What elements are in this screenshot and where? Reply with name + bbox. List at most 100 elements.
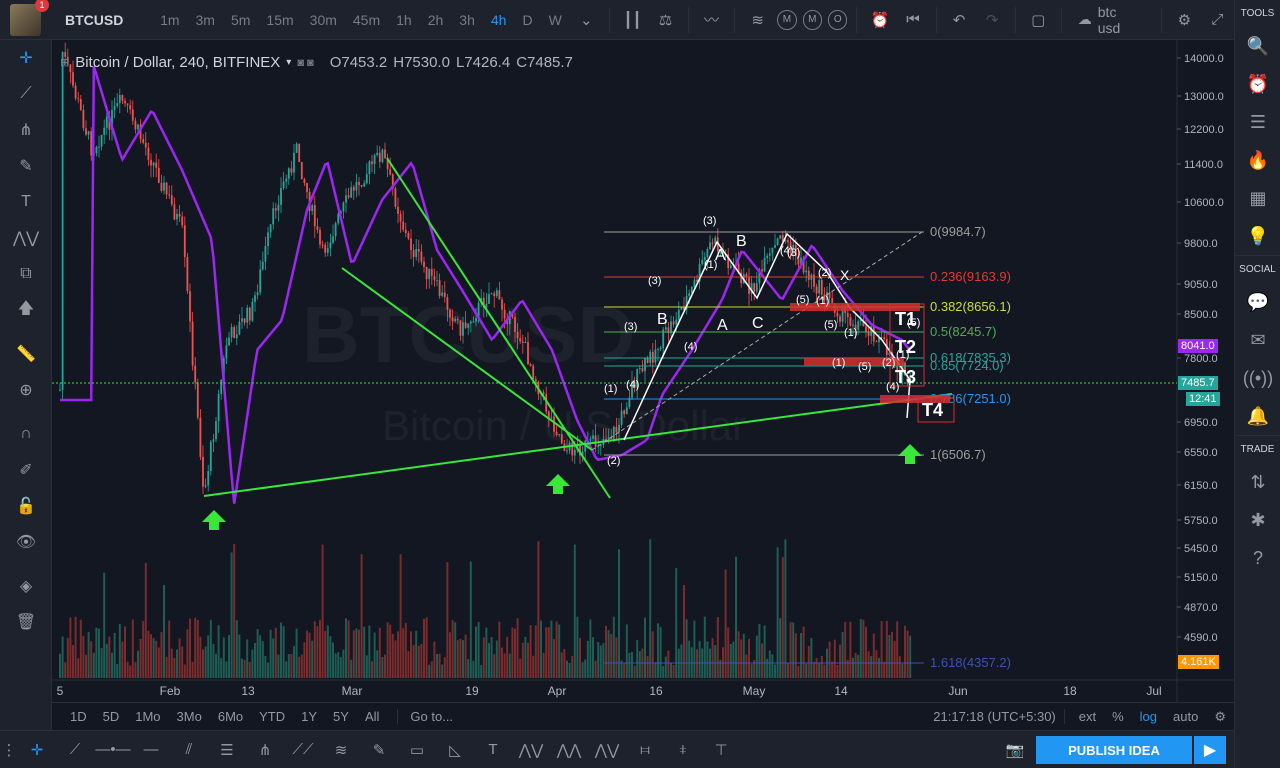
price-chart[interactable]: BTCUSD Bitcoin / U.S. Dollar 0(9984.7)0.… <box>52 40 1234 702</box>
candles-icon[interactable]: ┃┃ <box>623 11 642 29</box>
indicator-line-icon[interactable]: 〰 <box>704 12 720 29</box>
trendline-icon[interactable]: ⟋ <box>20 85 32 102</box>
ray-icon[interactable]: — <box>143 741 159 758</box>
patterns-icon[interactable]: ⋀⋁ <box>12 230 40 247</box>
horizontal-line-icon[interactable]: —•— <box>95 741 131 758</box>
trade-icon[interactable]: ⇅ <box>1250 471 1266 492</box>
range-3mo[interactable]: 3Mo <box>176 709 202 724</box>
camera-icon[interactable]: 📷 <box>1005 741 1025 759</box>
brush-icon[interactable]: ✎ <box>19 158 33 175</box>
avatar[interactable]: 1 <box>10 0 49 36</box>
ruler-icon[interactable]: 📏 <box>16 346 36 363</box>
fib-channel-icon[interactable]: ≋ <box>334 741 348 759</box>
trendline-icon[interactable]: ⟋ <box>69 741 81 758</box>
crosshair-icon[interactable]: ✛ <box>30 741 44 759</box>
price-range-icon[interactable]: ⧧ <box>679 741 687 758</box>
play-icon[interactable]: ▶ <box>1194 736 1226 764</box>
chevron-down-icon[interactable]: ▾ <box>286 57 292 68</box>
data-window-icon[interactable]: ☰ <box>1249 111 1267 132</box>
price-axis[interactable]: 14000.0 13000.0 12200.0 11400.0 10600.0 9800.… <box>1177 53 1224 644</box>
range-ytd[interactable]: YTD <box>259 709 286 724</box>
date-range-icon[interactable]: ⧦ <box>640 741 650 758</box>
abc-icon[interactable]: ⋀⋁ <box>594 741 620 759</box>
tf-3h[interactable]: 3h <box>459 11 475 28</box>
text-icon[interactable]: T <box>21 193 31 210</box>
indicator-m2-button[interactable]: M <box>802 9 822 30</box>
percent-toggle[interactable]: % <box>1112 709 1124 724</box>
undo-icon[interactable]: ↶ <box>952 11 966 29</box>
cloud-search[interactable]: ☁ btc usd <box>1078 4 1141 36</box>
range-1mo[interactable]: 1Mo <box>135 709 161 724</box>
triangle-icon[interactable]: ◺ <box>449 741 461 759</box>
gear-icon[interactable]: ⚙ <box>1177 11 1192 29</box>
brush-icon[interactable]: ✎ <box>372 741 386 759</box>
text-icon[interactable]: T <box>488 741 498 758</box>
gann-icon[interactable]: ⟋⟋ <box>292 741 314 758</box>
tf-1h[interactable]: 1h <box>396 11 412 28</box>
redo-icon[interactable]: ↷ <box>985 11 999 29</box>
parallel-channel-icon[interactable]: ⫽ <box>185 741 193 758</box>
time-axis[interactable]: 5 Feb 13 Mar 19 Apr 16 May 14 Jun 18 Jul <box>57 684 1162 698</box>
help-icon[interactable]: ? <box>1252 547 1263 568</box>
calendar-icon[interactable]: ▦ <box>1249 187 1267 208</box>
magnet-icon[interactable]: ∩ <box>20 425 32 442</box>
fib-retracement[interactable]: 0(9984.7) 0.236(9163.9) 0.382(8656.1) 0.5(8… <box>604 224 1011 670</box>
legend-title[interactable]: Bitcoin / Dollar, 240, BITFINEX <box>75 54 281 71</box>
tf-2h[interactable]: 2h <box>427 11 444 28</box>
prediction-icon[interactable]: ⧉ <box>20 265 32 282</box>
channel-upper-line[interactable] <box>386 157 611 499</box>
bug-icon[interactable]: ✱ <box>1250 509 1266 530</box>
zoom-icon[interactable]: ⊕ <box>19 382 33 399</box>
range-all[interactable]: All <box>364 709 380 724</box>
pitchfork-icon[interactable]: ⋔ <box>258 741 272 759</box>
chart-area[interactable]: BTCUSD Bitcoin / U.S. Dollar 0(9984.7) 0.… <box>52 40 1234 702</box>
range-1d[interactable]: 1D <box>70 709 87 724</box>
arrow-up-icon[interactable]: 🡅 <box>17 299 35 317</box>
layout-icon[interactable]: ▢ <box>1031 11 1046 29</box>
measure-icon[interactable]: ⊤ <box>714 741 728 759</box>
trash-icon[interactable]: 🗑 <box>15 614 37 631</box>
tf-5m[interactable]: 5m <box>230 11 251 28</box>
publish-idea-button[interactable]: PUBLISH IDEA <box>1036 736 1192 764</box>
gear-icon[interactable]: ⚙ <box>1214 708 1226 724</box>
notifications-icon[interactable]: 🔔 <box>1246 405 1270 426</box>
fullscreen-icon[interactable]: ⤢ <box>1211 11 1224 28</box>
streams-icon[interactable]: ((•)) <box>1242 367 1274 388</box>
chevron-down-icon[interactable]: ⌄ <box>580 11 593 29</box>
eye-icon[interactable]: 👁 <box>15 534 37 551</box>
ext-toggle[interactable]: ext <box>1063 709 1104 724</box>
layers-icon[interactable]: ◈ <box>19 578 33 595</box>
range-5y[interactable]: 5Y <box>333 709 349 724</box>
tf-15m[interactable]: 15m <box>266 11 294 28</box>
tf-1m[interactable]: 1m <box>160 11 180 28</box>
tf-4h[interactable]: 4h <box>490 11 507 28</box>
lock-icon[interactable]: 🔓 <box>16 498 36 515</box>
tf-3m[interactable]: 3m <box>195 11 215 28</box>
elliott-wave-icon[interactable]: ⋀⋁ <box>518 741 544 759</box>
range-1y[interactable]: 1Y <box>301 709 318 724</box>
abcde-icon[interactable]: ⋀⋀ <box>556 741 582 759</box>
pitchfork-icon[interactable]: ⋔ <box>19 122 33 139</box>
indicator-m1-button[interactable]: M <box>777 9 797 30</box>
tf-w[interactable]: W <box>548 11 562 28</box>
alarm-icon[interactable]: ⏰ <box>870 11 890 29</box>
goto-button[interactable]: Go to... <box>397 709 461 724</box>
range-6mo[interactable]: 6Mo <box>217 709 244 724</box>
compare-icon[interactable]: ⚖ <box>658 11 673 29</box>
hotlist-icon[interactable]: 🔥 <box>1246 149 1270 170</box>
tf-45m[interactable]: 45m <box>352 11 381 28</box>
tf-d[interactable]: D <box>522 11 533 28</box>
indicator-o-button[interactable]: O <box>828 9 848 30</box>
ideas-icon[interactable]: 💡 <box>1246 225 1270 246</box>
drag-handle-icon[interactable]: ⋮ <box>1 741 17 759</box>
tf-30m[interactable]: 30m <box>309 11 337 28</box>
range-5d[interactable]: 5D <box>102 709 120 724</box>
alerts-icon[interactable]: ⏰ <box>1246 73 1270 94</box>
auto-toggle[interactable]: auto <box>1173 709 1199 724</box>
log-toggle[interactable]: log <box>1139 709 1158 724</box>
replay-icon[interactable]: ⏮ <box>906 11 920 28</box>
rectangle-icon[interactable]: ▭ <box>409 741 425 759</box>
crosshair-icon[interactable]: ✛ <box>19 50 33 67</box>
legend-settings-icon[interactable]: ◙ ◙ <box>297 56 314 69</box>
symbol-search[interactable]: BTCUSD <box>64 11 124 28</box>
